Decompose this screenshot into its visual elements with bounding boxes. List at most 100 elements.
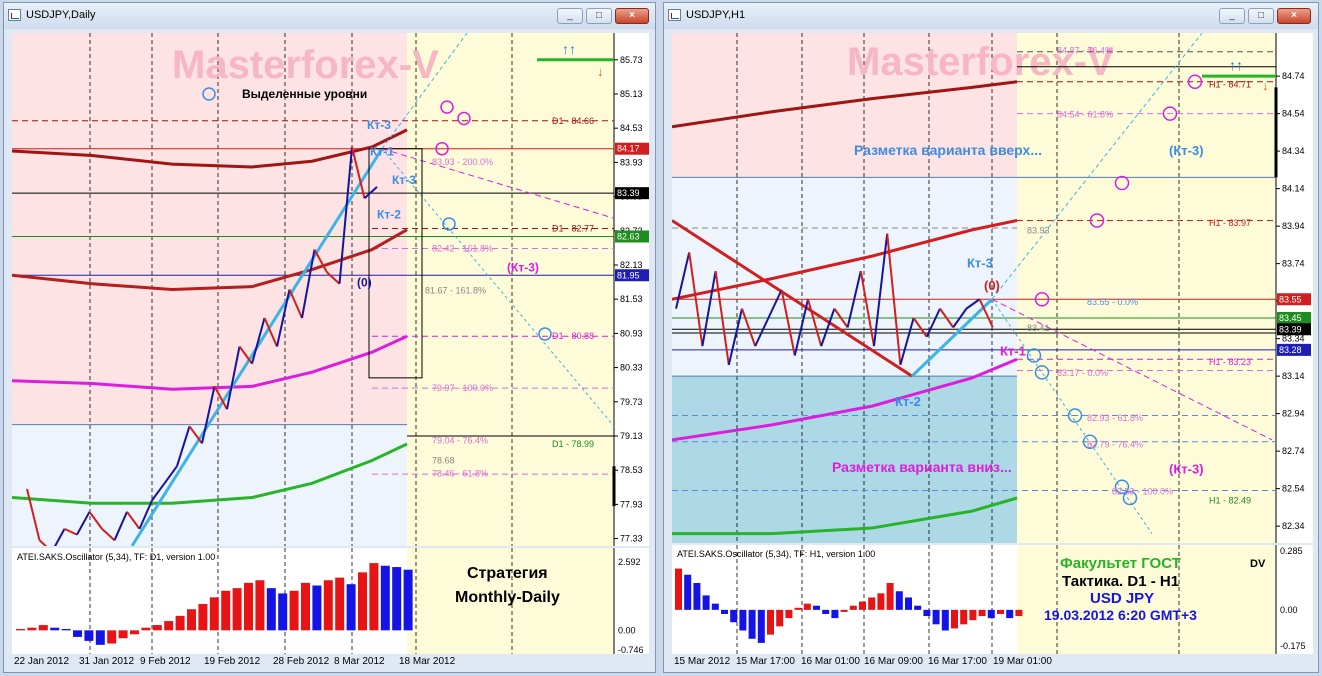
oscillator-bar — [914, 605, 922, 610]
level-label: 82.79 - 76.4% — [1087, 439, 1143, 449]
wave-annotation: Кт-3 — [967, 255, 993, 270]
price-segment — [163, 465, 178, 484]
x-tick-label: 28 Feb 2012 — [273, 656, 330, 667]
osc-axis-label: -0.175 — [1280, 641, 1306, 651]
oscillator-bar — [721, 609, 728, 614]
strategy-title: Стратегия — [467, 565, 548, 582]
y-tick-label: 82.74 — [1282, 446, 1305, 456]
oscillator-bar — [886, 583, 894, 610]
oscillator-bar — [923, 609, 931, 617]
right-oscillator-panel[interactable]: ATEI.SAKS.Oscillator (5,34), TF: H1, ver… — [672, 545, 1313, 654]
right-titlebar[interactable]: USDJPY,H1 _ □ × — [664, 3, 1318, 29]
oscillator-bar — [27, 627, 37, 631]
price-segment — [727, 308, 743, 366]
level-label: 81.67 - 161.8% — [425, 285, 486, 295]
price-segment — [741, 308, 757, 347]
y-tick-label: 83.74 — [1282, 259, 1305, 269]
price-segment — [113, 511, 128, 541]
oscillator-bar — [187, 609, 196, 631]
y-tick-label: 80.93 — [620, 328, 643, 338]
bearish-zone — [672, 376, 1017, 543]
uptrend-line — [910, 298, 994, 378]
right-chart-window[interactable]: USDJPY,H1 _ □ × 84.74 84.54 84.34 84.14 83.9… — [663, 2, 1319, 673]
moving-average-curve — [12, 442, 408, 505]
right-price-panel[interactable]: 84.7484.5484.3484.1483.9483.7483.5483.34… — [672, 33, 1313, 543]
price-tag-label: 83.45 — [1279, 313, 1302, 323]
price-tag-label: 83.39 — [617, 188, 640, 198]
oscillator-bar — [289, 590, 299, 631]
left-titlebar[interactable]: USDJPY,Daily _ □ × — [4, 3, 655, 29]
price-segment — [701, 270, 717, 347]
osc-forecast-zone — [1017, 545, 1276, 654]
level-marker — [1089, 213, 1105, 228]
price-tag-label: 84.17 — [617, 144, 640, 154]
oscillator-bar — [380, 565, 390, 631]
y-tick-label: 83.14 — [1282, 371, 1305, 381]
oscillator-bar — [403, 569, 413, 631]
y-tick-label: 81.53 — [620, 294, 643, 304]
close-button[interactable]: × — [1277, 8, 1311, 24]
osc-axis-label: -0.746 — [618, 645, 644, 654]
price-segment — [899, 317, 915, 366]
price-segment — [38, 539, 48, 546]
faculty-title: Факультет ГОСТ — [1060, 555, 1181, 572]
wave-annotation: Кт-3 — [367, 118, 391, 132]
right-window-title: USDJPY,H1 — [686, 9, 746, 21]
price-segment — [126, 511, 141, 530]
oscillator-bar — [118, 630, 128, 639]
oscillator-bar — [785, 609, 793, 619]
strategy-subtitle: Monthly-Daily — [455, 589, 560, 606]
level-label: D1 - 78.99 — [552, 439, 594, 449]
price-segment — [76, 511, 91, 536]
left-price-panel[interactable]: 85.7385.1384.5383.9383.3382.7382.1381.53… — [12, 33, 649, 546]
watermark: Masterforex-V — [847, 40, 1114, 84]
level-marker — [435, 141, 449, 156]
up-arrow-icon: ↑↑ — [1229, 57, 1243, 73]
price-tag-label: 83.55 — [1279, 294, 1302, 304]
oscillator-bar — [392, 567, 402, 631]
oscillator-bar — [1015, 609, 1023, 617]
right-oscillator-chart: ATEI.SAKS.Oscillator (5,34), TF: H1, ver… — [672, 545, 1306, 654]
price-segment — [965, 298, 981, 310]
left-oscillator-panel[interactable]: ATEI.SAKS.Oscillator (5,34), TF: D1, ver… — [12, 548, 649, 654]
oscillator-bar — [675, 568, 682, 610]
left-chart-window[interactable]: USDJPY,Daily _ □ × 85.73 85.13 84.53 83.93 8… — [3, 2, 656, 673]
level-label: 82.53 - 100.0% — [1112, 486, 1173, 496]
price-axis — [614, 33, 649, 546]
oscillator-bar — [164, 621, 174, 631]
left-price-chart: 85.7385.1384.5383.9383.3382.7382.1381.53… — [12, 33, 649, 546]
minimize-button[interactable]: _ — [557, 8, 583, 24]
price-tag-label: 81.95 — [617, 270, 640, 280]
moving-average-curve — [672, 357, 1018, 442]
x-tick-label: 18 Mar 2012 — [399, 656, 456, 667]
level-label: D1 - 80.88 — [552, 331, 594, 341]
price-segment — [807, 298, 823, 347]
neutral-zone — [12, 424, 407, 546]
oscillator-bar — [266, 588, 276, 631]
wave-annotation: (0) — [357, 276, 372, 290]
y-tick-label: 77.93 — [620, 499, 643, 509]
price-tag — [1277, 312, 1311, 324]
wave-annotation: Кт-3 — [392, 173, 416, 187]
moving-average-curve — [672, 496, 1018, 536]
bullish-zone — [672, 33, 1017, 178]
forecast-line-up — [991, 33, 1203, 300]
variant-up-text: Разметка варианта вверх... — [854, 142, 1042, 158]
moving-average-curve — [12, 334, 408, 391]
wave-annotation: Кт-2 — [377, 207, 401, 221]
maximize-button[interactable]: □ — [586, 8, 612, 24]
oscillator-bar — [323, 580, 333, 631]
oscillator-bar — [73, 630, 82, 637]
oscillator-bar — [61, 629, 71, 631]
oscillator-bar — [813, 605, 820, 610]
price-segment — [912, 317, 928, 338]
downtrend-line — [672, 219, 913, 378]
minimize-button[interactable]: _ — [1219, 8, 1245, 24]
price-segment — [688, 252, 704, 347]
x-tick-label: 19 Feb 2012 — [204, 656, 261, 667]
moving-average-curve — [12, 128, 408, 169]
oscillator-bar — [932, 609, 940, 625]
maximize-button[interactable]: □ — [1248, 8, 1274, 24]
level-marker — [1187, 74, 1203, 89]
close-button[interactable]: × — [615, 8, 649, 24]
